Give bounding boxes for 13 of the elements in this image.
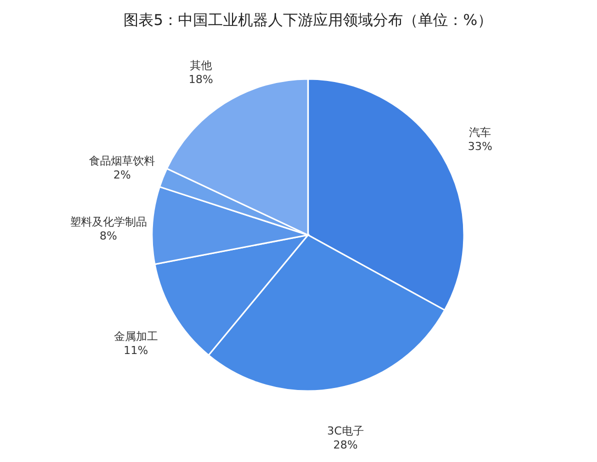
slice-label: 食品烟草饮料 [89,154,156,168]
slice-label: 塑料及化学制品 [70,215,147,228]
data-label: 8% [100,229,118,242]
data-label: 2% [113,168,131,182]
data-label: 28% [333,438,358,452]
slice-label: 汽车 [469,126,492,140]
data-label: 11% [124,344,148,357]
data-label: 18% [188,73,214,86]
slice-label: 其他 [190,59,212,72]
slice-label: 3C电子 [327,424,364,438]
slice-label: 金属加工 [114,330,158,343]
chart-title: 图表5：中国工业机器人下游应用领域分布（单位：%） [124,11,492,29]
data-label: 33% [468,140,492,154]
